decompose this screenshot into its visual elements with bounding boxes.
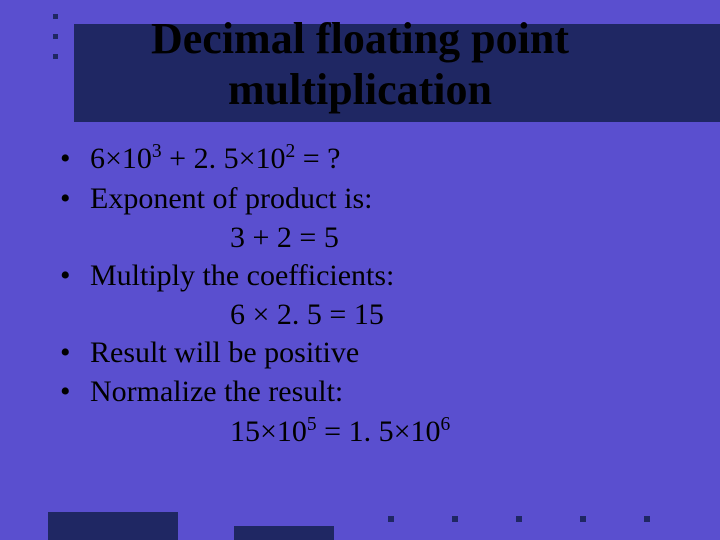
deco-dot	[452, 516, 458, 522]
bullet-marker: •	[60, 373, 90, 411]
bullet-marker: •	[60, 334, 90, 372]
slide-title: Decimal floating point multiplication	[0, 14, 720, 115]
deco-dot	[388, 516, 394, 522]
deco-bar	[234, 526, 334, 540]
superscript: 5	[307, 414, 317, 435]
deco-bar	[48, 512, 178, 540]
text-fragment: 6×10	[90, 142, 152, 175]
text-fragment: = ?	[295, 142, 340, 175]
bullet-subtext: 3 + 2 = 5	[60, 219, 700, 257]
superscript: 2	[286, 141, 296, 162]
text-fragment: = 1. 5×10	[317, 415, 441, 448]
bullet-marker: •	[60, 257, 90, 295]
text-fragment: + 2. 5×10	[162, 142, 286, 175]
bullet-item: • Exponent of product is:	[60, 180, 700, 218]
title-line-2: multiplication	[228, 65, 492, 114]
bullet-subtext: 6 × 2. 5 = 15	[60, 296, 700, 334]
bullet-text: Exponent of product is:	[90, 180, 372, 218]
bullet-item: • 6×103 + 2. 5×102 = ?	[60, 140, 700, 178]
bullet-subtext: 15×105 = 1. 5×106	[60, 413, 700, 451]
deco-dot	[516, 516, 522, 522]
bullet-marker: •	[60, 180, 90, 218]
deco-dot	[580, 516, 586, 522]
superscript: 3	[152, 141, 162, 162]
bullet-item: • Normalize the result:	[60, 373, 700, 411]
superscript: 6	[441, 414, 451, 435]
bullet-text: 6×103 + 2. 5×102 = ?	[90, 140, 341, 178]
text-fragment: 15×10	[230, 415, 307, 448]
bullet-marker: •	[60, 140, 90, 178]
deco-dot	[644, 516, 650, 522]
bullet-item: • Result will be positive	[60, 334, 700, 372]
title-line-1: Decimal floating point	[151, 14, 569, 63]
bullet-text: Normalize the result:	[90, 373, 343, 411]
bullet-list: • 6×103 + 2. 5×102 = ? • Exponent of pro…	[60, 140, 700, 450]
bullet-item: • Multiply the coefficients:	[60, 257, 700, 295]
bullet-text: Result will be positive	[90, 334, 359, 372]
bullet-text: Multiply the coefficients:	[90, 257, 394, 295]
